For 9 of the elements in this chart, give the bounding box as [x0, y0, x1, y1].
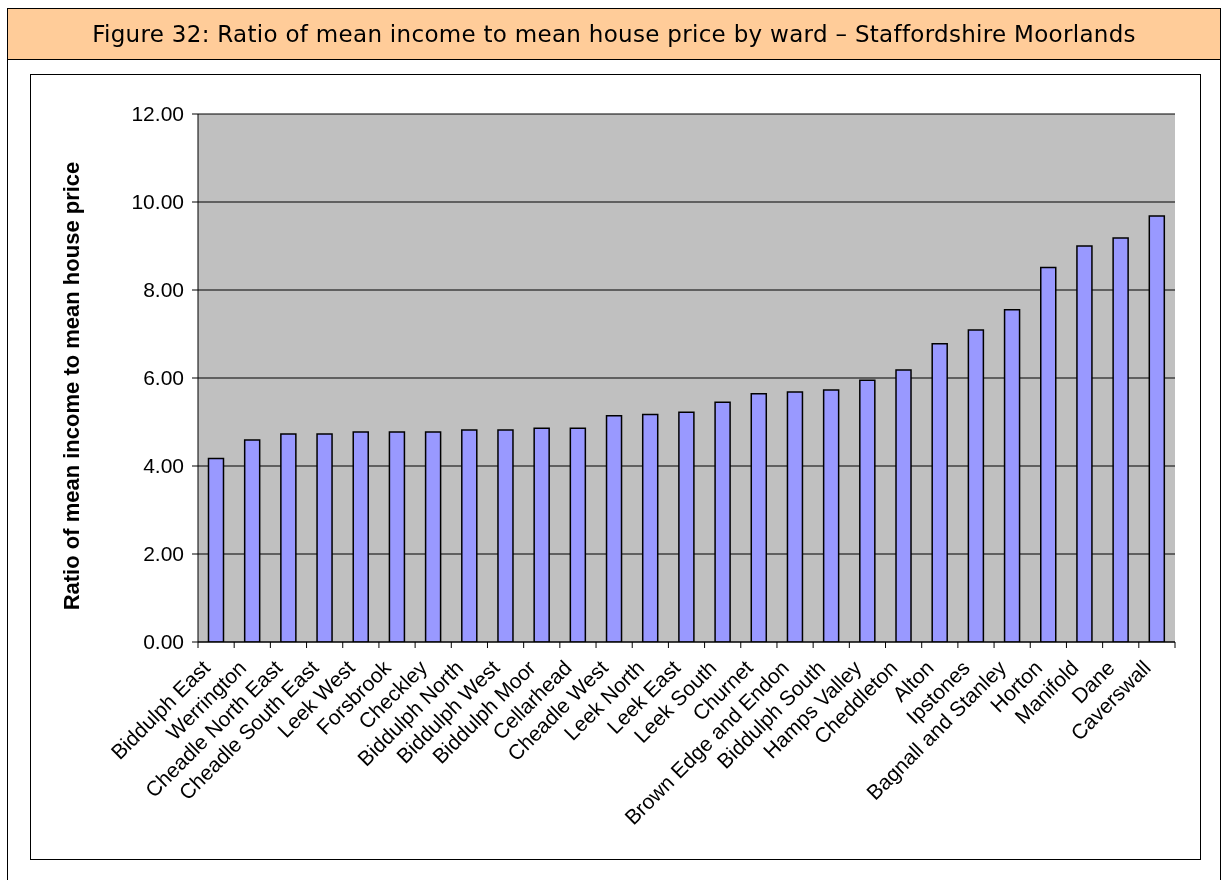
y-tick-label: 4.00 [143, 454, 184, 478]
y-tick-label: 2.00 [143, 542, 184, 566]
y-tick-label: 6.00 [143, 366, 184, 390]
chart-title: Figure 32: Ratio of mean income to mean house price by ward – Staffordshire Moorlands [8, 9, 1220, 60]
y-tick-label: 0.00 [143, 630, 184, 654]
y-tick-label: 10.00 [131, 190, 184, 214]
y-tick-label: 8.00 [143, 278, 184, 302]
y-axis-title: Ratio of mean income to mean house price [58, 161, 84, 611]
y-tick-label: 12.00 [131, 102, 184, 126]
